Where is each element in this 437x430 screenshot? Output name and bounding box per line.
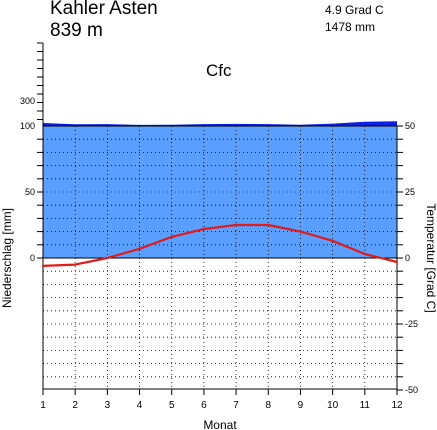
temperature-line xyxy=(42,223,398,267)
right-axis-title: Temperatur [Grad C] xyxy=(424,203,437,312)
month-tick-label: 11 xyxy=(360,400,371,411)
annual-precipitation: 1478 mm xyxy=(325,20,376,34)
month-tick-label: 10 xyxy=(327,400,339,411)
month-tick-label: 5 xyxy=(169,400,175,411)
temp-tick-label: -25 xyxy=(405,319,418,329)
climate-class: Cfc xyxy=(206,61,232,80)
station-elevation: 839 m xyxy=(50,20,103,41)
temperature-point xyxy=(41,264,45,267)
temperature-point xyxy=(267,223,270,227)
temperature-point xyxy=(395,260,399,264)
temperature-point xyxy=(106,256,109,260)
month-tick-label: 1 xyxy=(40,400,46,411)
temp-tick-label: 25 xyxy=(405,187,415,197)
month-tick-label: 8 xyxy=(265,400,271,411)
month-tick-label: 9 xyxy=(298,400,304,411)
temperature-point xyxy=(363,252,366,256)
month-tick-label: 12 xyxy=(391,400,403,411)
station-name: Kahler Asten xyxy=(50,0,158,19)
precip-tick-label: 50 xyxy=(25,187,35,197)
mean-temperature: 4.9 Grad C xyxy=(325,3,384,17)
month-tick-label: 7 xyxy=(233,400,239,411)
month-tick-label: 3 xyxy=(105,400,111,411)
month-tick-label: 4 xyxy=(137,400,143,411)
precipitation-excess-area xyxy=(43,121,397,126)
precip-tick-label: 100 xyxy=(20,121,35,131)
temp-tick-label: 50 xyxy=(405,121,415,131)
month-tick-label: 2 xyxy=(72,400,78,411)
precip-tick-label: 300 xyxy=(20,96,35,106)
temperature-point xyxy=(170,235,173,238)
temperature-point xyxy=(74,263,77,266)
temperature-point xyxy=(331,239,334,242)
left-axis-title: Niederschlag [mm] xyxy=(0,208,14,308)
temperature-point xyxy=(235,223,238,227)
month-tick-label: 6 xyxy=(201,400,207,411)
temp-tick-label: 0 xyxy=(405,253,410,263)
temperature-point xyxy=(202,227,205,231)
precip-tick-label: 0 xyxy=(30,253,35,263)
temp-tick-label: -50 xyxy=(405,385,418,395)
temperature-point xyxy=(138,247,141,250)
x-axis-title: Monat xyxy=(203,418,237,430)
temperature-point xyxy=(299,230,302,233)
